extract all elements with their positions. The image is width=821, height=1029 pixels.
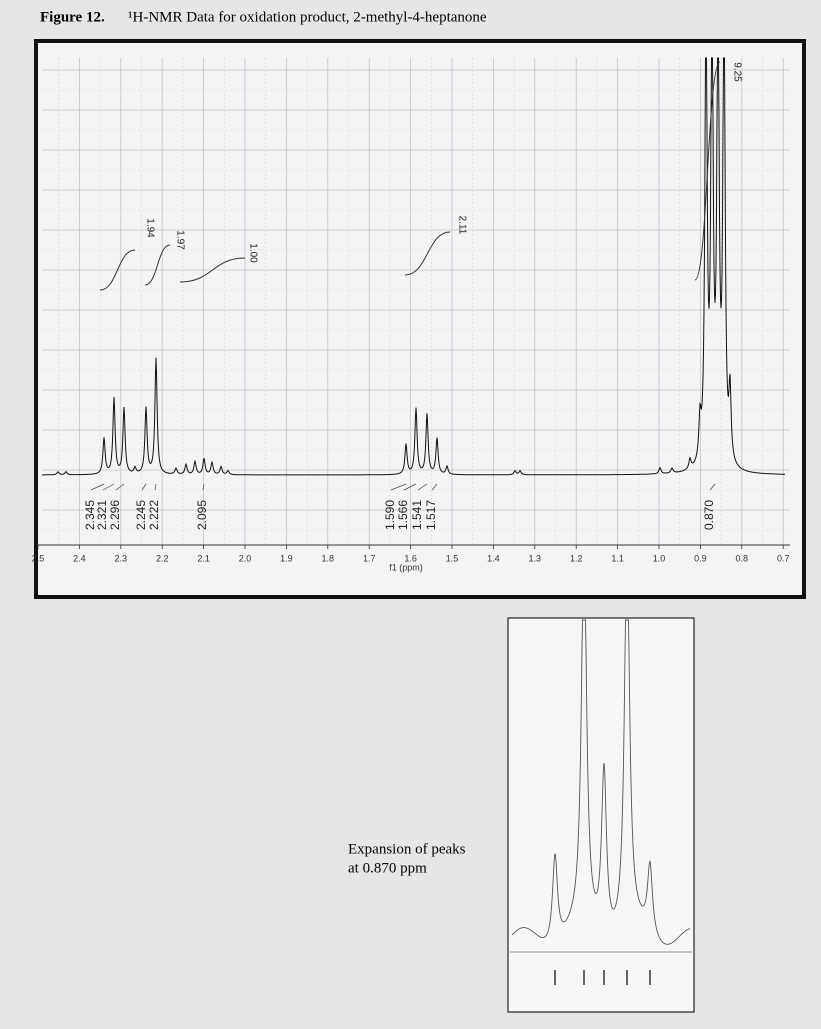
x-tick-label: 1.5 bbox=[446, 553, 459, 563]
spectrum-frame bbox=[34, 39, 806, 599]
figure-label: Figure 12. bbox=[40, 9, 105, 25]
peak-label: 1.590 bbox=[383, 500, 397, 530]
x-tick-label: 1.2 bbox=[570, 553, 583, 563]
peak-label: 0.870 bbox=[702, 500, 716, 530]
integral-curve bbox=[144, 244, 171, 286]
integral-curve bbox=[694, 61, 721, 281]
peak-label: 2.095 bbox=[195, 500, 209, 530]
x-tick-label: 2.4 bbox=[73, 553, 86, 563]
x-tick-label: 1.0 bbox=[653, 553, 666, 563]
grid bbox=[42, 58, 790, 545]
x-tick-label: 2.5 bbox=[32, 553, 45, 563]
integral-curve bbox=[179, 257, 246, 283]
peak-connector bbox=[709, 483, 716, 491]
x-tick-label: 2.2 bbox=[156, 553, 169, 563]
x-tick-label: 1.7 bbox=[363, 553, 376, 563]
peak-connector bbox=[403, 483, 417, 491]
x-tick-label: 0.8 bbox=[736, 553, 749, 563]
inset-trace bbox=[511, 619, 691, 945]
x-tick-label: 0.7 bbox=[777, 553, 790, 563]
peak-connector bbox=[202, 483, 205, 491]
inset-caption: at 0.870 ppm bbox=[348, 860, 427, 876]
x-tick-label: 1.3 bbox=[529, 553, 542, 563]
inset-spectrum bbox=[510, 619, 692, 985]
inset-frame bbox=[507, 617, 695, 1013]
x-tick-label: 1.1 bbox=[611, 553, 624, 563]
peak-label: 1.541 bbox=[410, 500, 424, 530]
integral-label: 1.94 bbox=[144, 218, 155, 238]
x-tick-label: 0.9 bbox=[694, 553, 707, 563]
peak-connector bbox=[90, 483, 105, 491]
peak-connector bbox=[115, 483, 125, 491]
peak-connector bbox=[154, 483, 157, 491]
integral-curve bbox=[404, 231, 451, 276]
x-tick-label: 1.6 bbox=[404, 553, 417, 563]
peak-connector bbox=[390, 483, 407, 491]
spectrum: 2.5 2.4 2.3 2.2 2.1 2.0 1.9 1.8 1.7 1.6 1.5 1.4 1.3 1… bbox=[32, 57, 790, 572]
peak-label: 2.345 bbox=[83, 500, 97, 530]
peak-label: 1.566 bbox=[396, 500, 410, 530]
x-tick-label: 2.1 bbox=[197, 553, 210, 563]
peak-label: 1.517 bbox=[424, 500, 438, 530]
peak-label: 2.222 bbox=[147, 500, 161, 530]
inset-caption: Expansion of peaks bbox=[348, 841, 466, 857]
x-tick-label: 1.9 bbox=[280, 553, 293, 563]
integral-curve bbox=[99, 249, 136, 291]
integral-label: 1.00 bbox=[247, 243, 258, 263]
x-tick-label: 2.0 bbox=[239, 553, 252, 563]
peak-label: 2.321 bbox=[95, 500, 109, 530]
x-axis-label: f1 (ppm) bbox=[389, 562, 423, 572]
spectrum-trace bbox=[42, 57, 785, 476]
x-tick-label: 1.4 bbox=[487, 553, 500, 563]
peak-connector bbox=[417, 483, 428, 491]
peak-label: 2.296 bbox=[108, 500, 122, 530]
integral-label: 1.97 bbox=[174, 230, 185, 250]
peak-connector bbox=[102, 483, 115, 491]
peak-label: 2.245 bbox=[134, 500, 148, 530]
integral-label: 2.11 bbox=[456, 216, 467, 235]
x-tick-label: 1.8 bbox=[322, 553, 335, 563]
figure-caption: ¹H-NMR Data for oxidation product, 2-met… bbox=[128, 9, 487, 25]
integral-label: 9.25 bbox=[731, 62, 742, 82]
peak-connector bbox=[141, 483, 147, 491]
x-tick-label: 2.3 bbox=[115, 553, 128, 563]
peak-connector bbox=[431, 483, 438, 491]
